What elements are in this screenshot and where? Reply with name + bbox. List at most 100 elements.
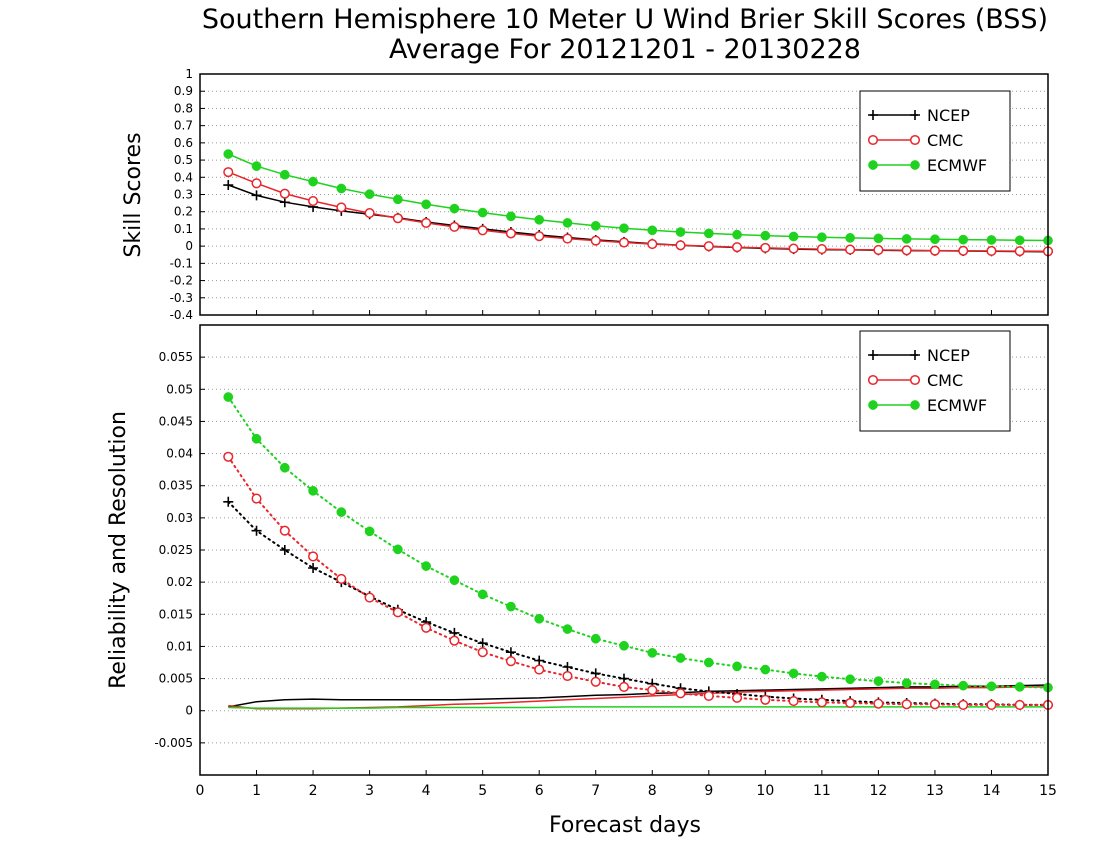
data-point xyxy=(675,240,686,251)
data-point xyxy=(703,228,714,239)
data-point xyxy=(647,685,658,696)
data-point xyxy=(562,624,573,634)
data-point xyxy=(703,690,714,701)
data-point xyxy=(505,647,516,658)
data-point xyxy=(788,231,799,242)
series-ncep-dotted xyxy=(223,496,1053,710)
data-point xyxy=(223,496,234,507)
data-point xyxy=(279,525,290,536)
data-point xyxy=(873,676,884,686)
series-ecmwf-solid xyxy=(228,706,1048,709)
data-point xyxy=(477,647,488,658)
data-point xyxy=(251,433,262,444)
data-point xyxy=(223,149,234,159)
legend-item-cmc: CMC xyxy=(867,131,963,150)
legend-item-ecmwf: ECMWF xyxy=(868,156,987,175)
y-tick-label: 0.3 xyxy=(174,188,193,202)
data-point xyxy=(817,232,827,243)
data-point xyxy=(845,697,856,709)
y-tick-label: 0.055 xyxy=(159,350,193,364)
legend-marker xyxy=(910,110,920,120)
data-point xyxy=(1014,699,1025,710)
data-point xyxy=(505,228,516,239)
legend-box xyxy=(859,330,1011,432)
legend-marker xyxy=(868,160,878,170)
y-tick-label: 0.6 xyxy=(174,136,193,150)
x-tick-label: 7 xyxy=(591,783,600,799)
series-line xyxy=(228,686,1048,710)
data-point xyxy=(929,699,940,710)
data-point xyxy=(336,202,347,213)
data-point xyxy=(251,493,262,504)
x-tick-label: 15 xyxy=(1039,783,1057,799)
y-tick-label: 0.045 xyxy=(159,414,193,428)
data-point xyxy=(534,214,545,225)
data-point xyxy=(986,245,997,257)
series-cmc-solid xyxy=(228,686,1048,710)
legend-marker xyxy=(909,134,921,146)
legend-marker xyxy=(868,400,878,410)
data-point xyxy=(788,243,799,254)
data-point xyxy=(1014,682,1025,692)
data-point xyxy=(901,699,912,710)
y-tick-label: 1 xyxy=(185,67,193,81)
data-point xyxy=(732,692,743,703)
series-cmc-dotted xyxy=(223,451,1054,710)
y-tick-label: 0.05 xyxy=(166,382,193,396)
y-tick-label: -0.3 xyxy=(170,291,193,305)
data-point xyxy=(958,245,969,256)
data-point xyxy=(590,220,601,231)
data-point xyxy=(308,486,318,496)
legend-label: CMC xyxy=(927,371,963,390)
y-tick-label: 0.01 xyxy=(166,639,193,653)
data-point xyxy=(393,544,403,555)
legend: NCEP CMC ECMWF xyxy=(859,330,1011,432)
data-point xyxy=(986,699,997,710)
data-point xyxy=(760,694,771,705)
series-ecmwf-dotted xyxy=(223,392,1053,693)
data-point xyxy=(477,589,488,600)
y-tick-label: -0.005 xyxy=(154,736,193,750)
data-point xyxy=(845,674,855,685)
legend-label: ECMWF xyxy=(927,396,987,415)
data-point xyxy=(449,635,460,646)
data-point xyxy=(930,234,940,245)
data-point xyxy=(506,601,516,612)
data-point xyxy=(901,234,912,244)
series-line xyxy=(227,396,1049,689)
legend-marker xyxy=(868,110,878,120)
data-point xyxy=(534,231,545,242)
legend-marker xyxy=(910,160,920,170)
chart-subtitle: Average For 20121201 - 20130228 xyxy=(389,34,861,65)
x-tick-label: 13 xyxy=(926,783,944,799)
data-point xyxy=(703,657,714,668)
legend-label: NCEP xyxy=(927,346,970,365)
data-point xyxy=(901,245,912,256)
skill-scores-y-label: Skill Scores xyxy=(121,132,146,257)
y-tick-label: 0.025 xyxy=(159,543,193,557)
legend-marker xyxy=(910,400,920,410)
data-point xyxy=(308,195,319,207)
data-point xyxy=(732,661,742,672)
y-tick-label: 0.02 xyxy=(166,575,193,589)
data-point xyxy=(816,697,827,708)
x-tick-label: 11 xyxy=(813,783,831,799)
legend-marker xyxy=(867,374,879,386)
data-point xyxy=(364,526,375,537)
data-point xyxy=(279,545,290,555)
legend-box xyxy=(859,90,1011,192)
legend-marker xyxy=(909,374,921,386)
data-point xyxy=(223,167,234,178)
data-point xyxy=(760,230,771,241)
x-tick-label: 10 xyxy=(756,783,774,799)
data-point xyxy=(421,217,432,228)
legend-marker xyxy=(867,134,879,146)
series-line xyxy=(227,500,1049,706)
data-point xyxy=(788,668,799,679)
y-tick-label: 0.8 xyxy=(174,101,193,115)
data-point xyxy=(816,244,827,255)
data-point xyxy=(251,525,262,536)
data-point xyxy=(308,563,319,573)
data-point xyxy=(986,681,997,692)
plot-frame xyxy=(199,73,1049,316)
